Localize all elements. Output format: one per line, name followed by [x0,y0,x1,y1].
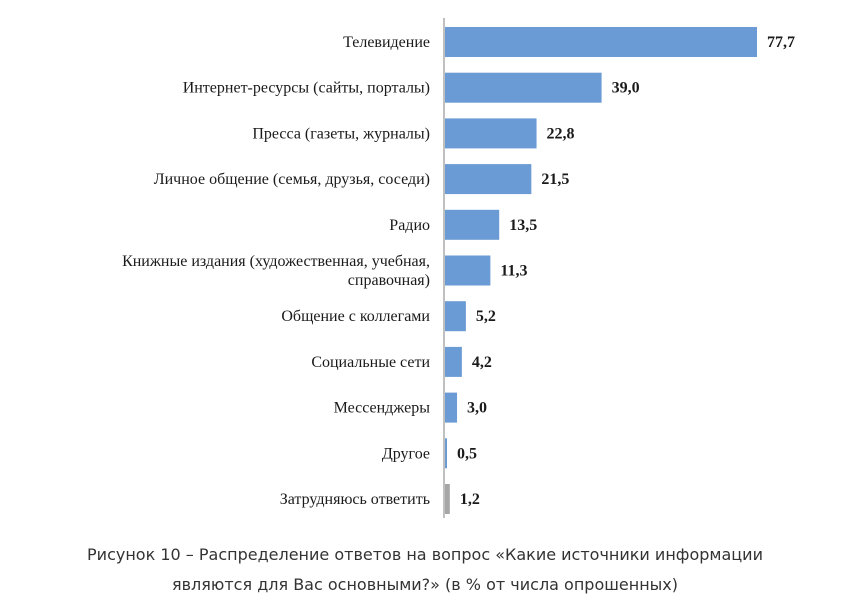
value-label: 1,2 [460,491,480,508]
figure-caption: Рисунок 10 – Распределение ответов на во… [0,540,850,600]
bar [445,164,532,195]
value-label: 0,5 [457,445,477,462]
category-label: Другое [382,445,430,462]
bar [445,72,602,103]
value-label: 11,3 [500,263,527,280]
category-label: Радио [389,217,430,234]
value-label: 5,2 [476,308,496,325]
bar [445,346,462,377]
bar [445,484,450,514]
bar [445,438,448,469]
bar [445,255,491,286]
bar [445,118,537,149]
category-label: Затрудняюсь ответить [280,491,430,508]
bar [445,27,757,57]
category-label: Книжные издания (художественная, учебная… [122,253,430,289]
bar-chart: Телевидение 77,7 Интернет-ресурсы (сайты, … [122,18,795,518]
category-label: Интернет-ресурсы (сайты, порталы) [183,80,430,97]
value-label: 13,5 [509,217,537,234]
bar [445,301,466,332]
category-label: Пресса (газеты, журналы) [252,125,430,142]
value-label: 4,2 [472,354,492,371]
category-label: Мессенджеры [334,400,431,417]
caption-line-1: Рисунок 10 – Распределение ответов на во… [87,545,763,564]
category-label: Личное общение (семья, друзья, соседи) [154,171,430,188]
category-label: Социальные сети [311,354,430,371]
value-label: 39,0 [612,80,640,97]
bar [445,209,500,240]
value-label: 77,7 [767,34,795,51]
bar [445,392,458,423]
category-label: Общение с коллегами [281,308,430,325]
value-label: 21,5 [541,171,569,188]
value-label: 3,0 [467,400,487,417]
caption-line-2: являются для Вас основными?» (в % от чис… [171,575,678,594]
value-label: 22,8 [547,125,575,142]
category-label: Телевидение [343,34,430,51]
